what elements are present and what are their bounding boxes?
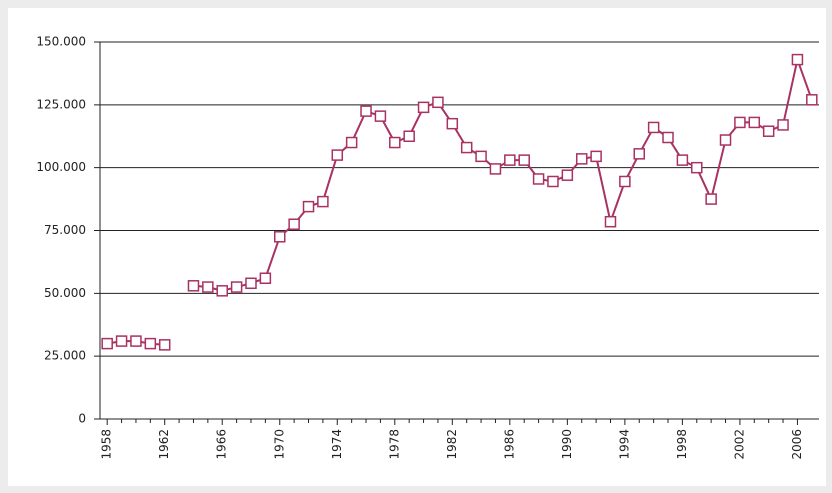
data-point [676,154,689,166]
x-tick-label: 2002 [732,429,746,460]
x-tick-label: 1990 [560,429,574,460]
data-point [575,153,588,165]
data-point [446,117,459,130]
data-point [777,119,789,131]
data-point [130,335,142,347]
data-point [158,339,171,351]
data-point [604,215,617,228]
data-point [115,335,128,347]
data-point [734,116,746,129]
data-point [719,134,732,146]
data-point [762,125,775,137]
y-tick-label: 50.000 [44,286,86,300]
data-point [101,337,113,350]
data-point [748,116,761,129]
data-point [403,130,415,142]
data-point [374,110,387,122]
x-tick-label: 1974 [330,429,344,460]
x-tick-label: 1994 [617,429,631,460]
x-tick-label: 1966 [215,429,229,460]
data-point [633,148,645,160]
y-tick-label: 25.000 [44,349,86,363]
y-tick-label: 125.000 [36,97,86,111]
data-point [331,149,344,161]
x-tick-label: 1970 [272,429,286,460]
data-point [662,131,674,144]
data-point [475,150,487,163]
y-tick-label: 100.000 [36,160,86,174]
data-point [302,200,315,213]
data-point [144,337,157,350]
data-point [647,121,660,134]
data-point [245,277,257,290]
x-tick-label: 1962 [157,429,171,460]
data-point [532,173,545,185]
data-point [504,154,516,166]
data-point [806,94,818,106]
data-point [417,101,430,114]
x-tick-label: 2006 [790,429,804,460]
data-point [705,193,717,205]
y-tick-label: 150.000 [36,35,86,49]
data-point [691,161,703,174]
data-point [619,175,631,188]
y-tick-label: 0 [78,412,86,426]
data-point [489,163,502,175]
data-point [360,105,372,117]
plot-background [8,8,826,486]
data-point [274,231,286,243]
data-point [202,281,214,293]
data-point [547,175,559,188]
data-point [187,280,200,292]
data-point [518,154,530,166]
data-point [590,150,602,163]
data-point [288,218,300,230]
x-tick-label: 1958 [100,429,114,460]
x-tick-label: 1998 [675,429,689,460]
data-point [791,53,804,66]
x-tick-label: 1982 [445,429,459,460]
data-point [460,141,473,154]
x-tick-label: 1986 [502,429,516,460]
data-point [345,136,358,149]
data-point [216,285,228,297]
data-point [317,195,329,208]
data-point [389,136,401,149]
y-tick-label: 75.000 [44,223,86,237]
data-point [230,281,243,293]
x-tick-label: 1978 [387,429,401,460]
data-point [432,96,444,109]
data-point [259,272,272,285]
data-point [561,169,574,181]
